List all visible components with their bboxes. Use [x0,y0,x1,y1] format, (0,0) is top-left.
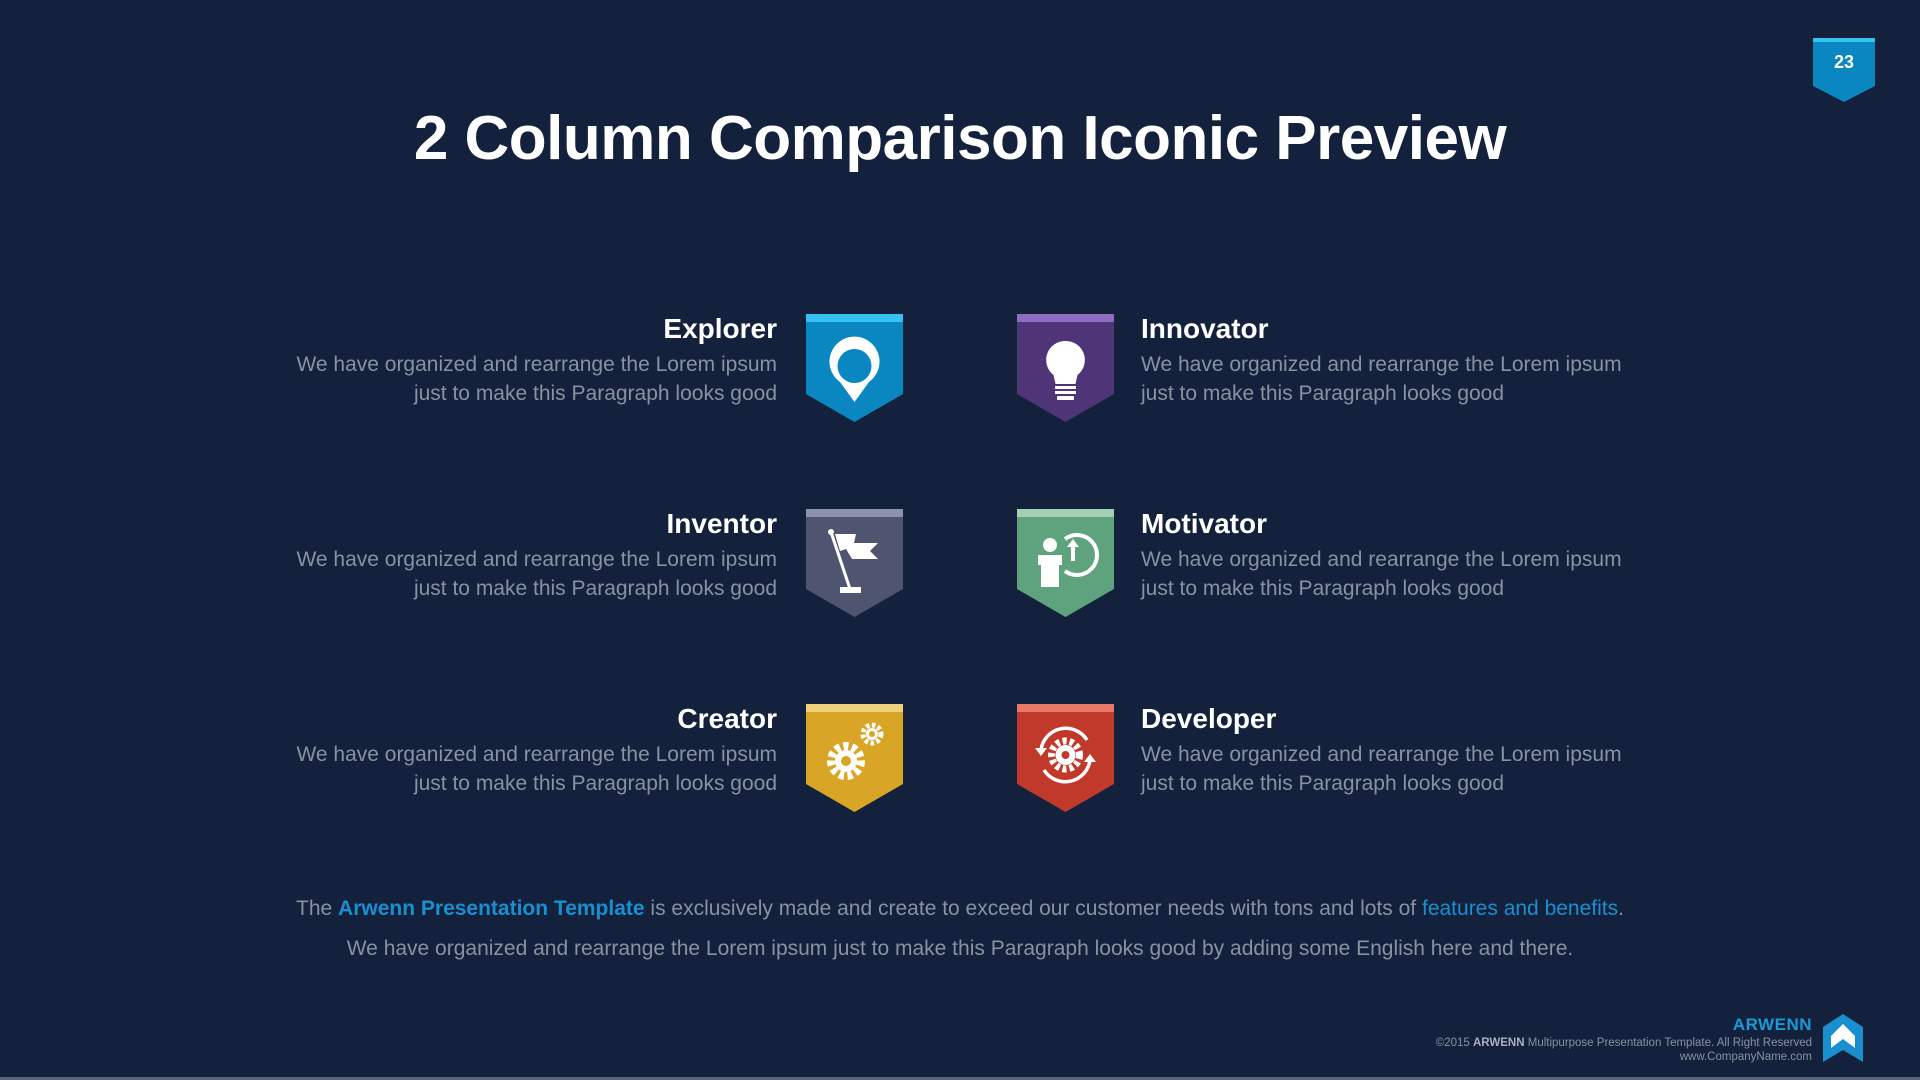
features-link[interactable]: features and benefits [1421,897,1619,920]
item-developer: Developer We have organized and rearrang… [1141,702,1701,798]
arwenn-logo-icon [1823,1014,1863,1062]
page-number-badge [1813,38,1875,102]
item-desc-line2: just to make this Paragraph looks good [413,577,777,600]
copyright-brand: ARWENN [1473,1037,1525,1049]
website: www.CompanyName.com [1679,1051,1812,1063]
item-title: Creator [677,703,777,734]
lightbulb-icon [1017,314,1114,422]
person-growth-icon [1017,509,1114,617]
brand-wordmark: ARWENN [1732,1015,1812,1034]
footer-text: The [296,897,339,920]
footer-text: is exclusively made and create to exceed… [644,897,1422,920]
item-desc-line2: just to make this Paragraph looks good [1141,382,1505,405]
item-title: Explorer [663,313,777,344]
item-desc-line2: just to make this Paragraph looks good [413,772,777,795]
map-pin-icon [806,314,903,422]
item-title: Inventor [666,508,777,539]
gears-icon [806,704,903,812]
copyright-text: ©2015 [1435,1037,1473,1049]
template-link[interactable]: Arwenn Presentation Template [338,897,645,920]
item-desc-line2: just to make this Paragraph looks good [413,382,777,405]
item-title: Motivator [1141,508,1267,539]
item-title: Innovator [1141,313,1269,344]
item-title: Developer [1141,703,1277,734]
item-motivator: Motivator We have organized and rearrang… [1141,507,1701,603]
item-desc-line1: We have organized and rearrange the Lore… [1141,743,1622,766]
item-desc-line1: We have organized and rearrange the Lore… [296,548,777,571]
slide-title: 2 Column Comparison Iconic Preview [413,104,1507,173]
footer-line-1: The Arwenn Presentation Template is excl… [0,897,1920,921]
item-desc-line1: We have organized and rearrange the Lore… [296,743,777,766]
item-explorer: Explorer We have organized and rearrange… [217,312,777,408]
copyright: ©2015 ARWENN Multipurpose Presentation T… [1436,1036,1812,1064]
item-inventor: Inventor We have organized and rearrange… [217,507,777,603]
page-number: 23 [1833,52,1855,72]
footer-text: . [1618,897,1624,920]
flag-icon [806,509,903,617]
item-desc-line1: We have organized and rearrange the Lore… [1141,353,1622,376]
footer-line-2: We have organized and rearrange the Lore… [346,937,1574,960]
item-innovator: Innovator We have organized and rearrang… [1141,312,1701,408]
gear-cycle-icon [1017,704,1114,812]
bottom-divider [0,1077,1920,1080]
item-desc-line1: We have organized and rearrange the Lore… [1141,548,1622,571]
item-desc-line1: We have organized and rearrange the Lore… [296,353,777,376]
item-desc-line2: just to make this Paragraph looks good [1141,577,1505,600]
item-creator: Creator We have organized and rearrange … [217,702,777,798]
item-desc-line2: just to make this Paragraph looks good [1141,772,1505,795]
copyright-text: Multipurpose Presentation Template. All … [1524,1037,1812,1049]
